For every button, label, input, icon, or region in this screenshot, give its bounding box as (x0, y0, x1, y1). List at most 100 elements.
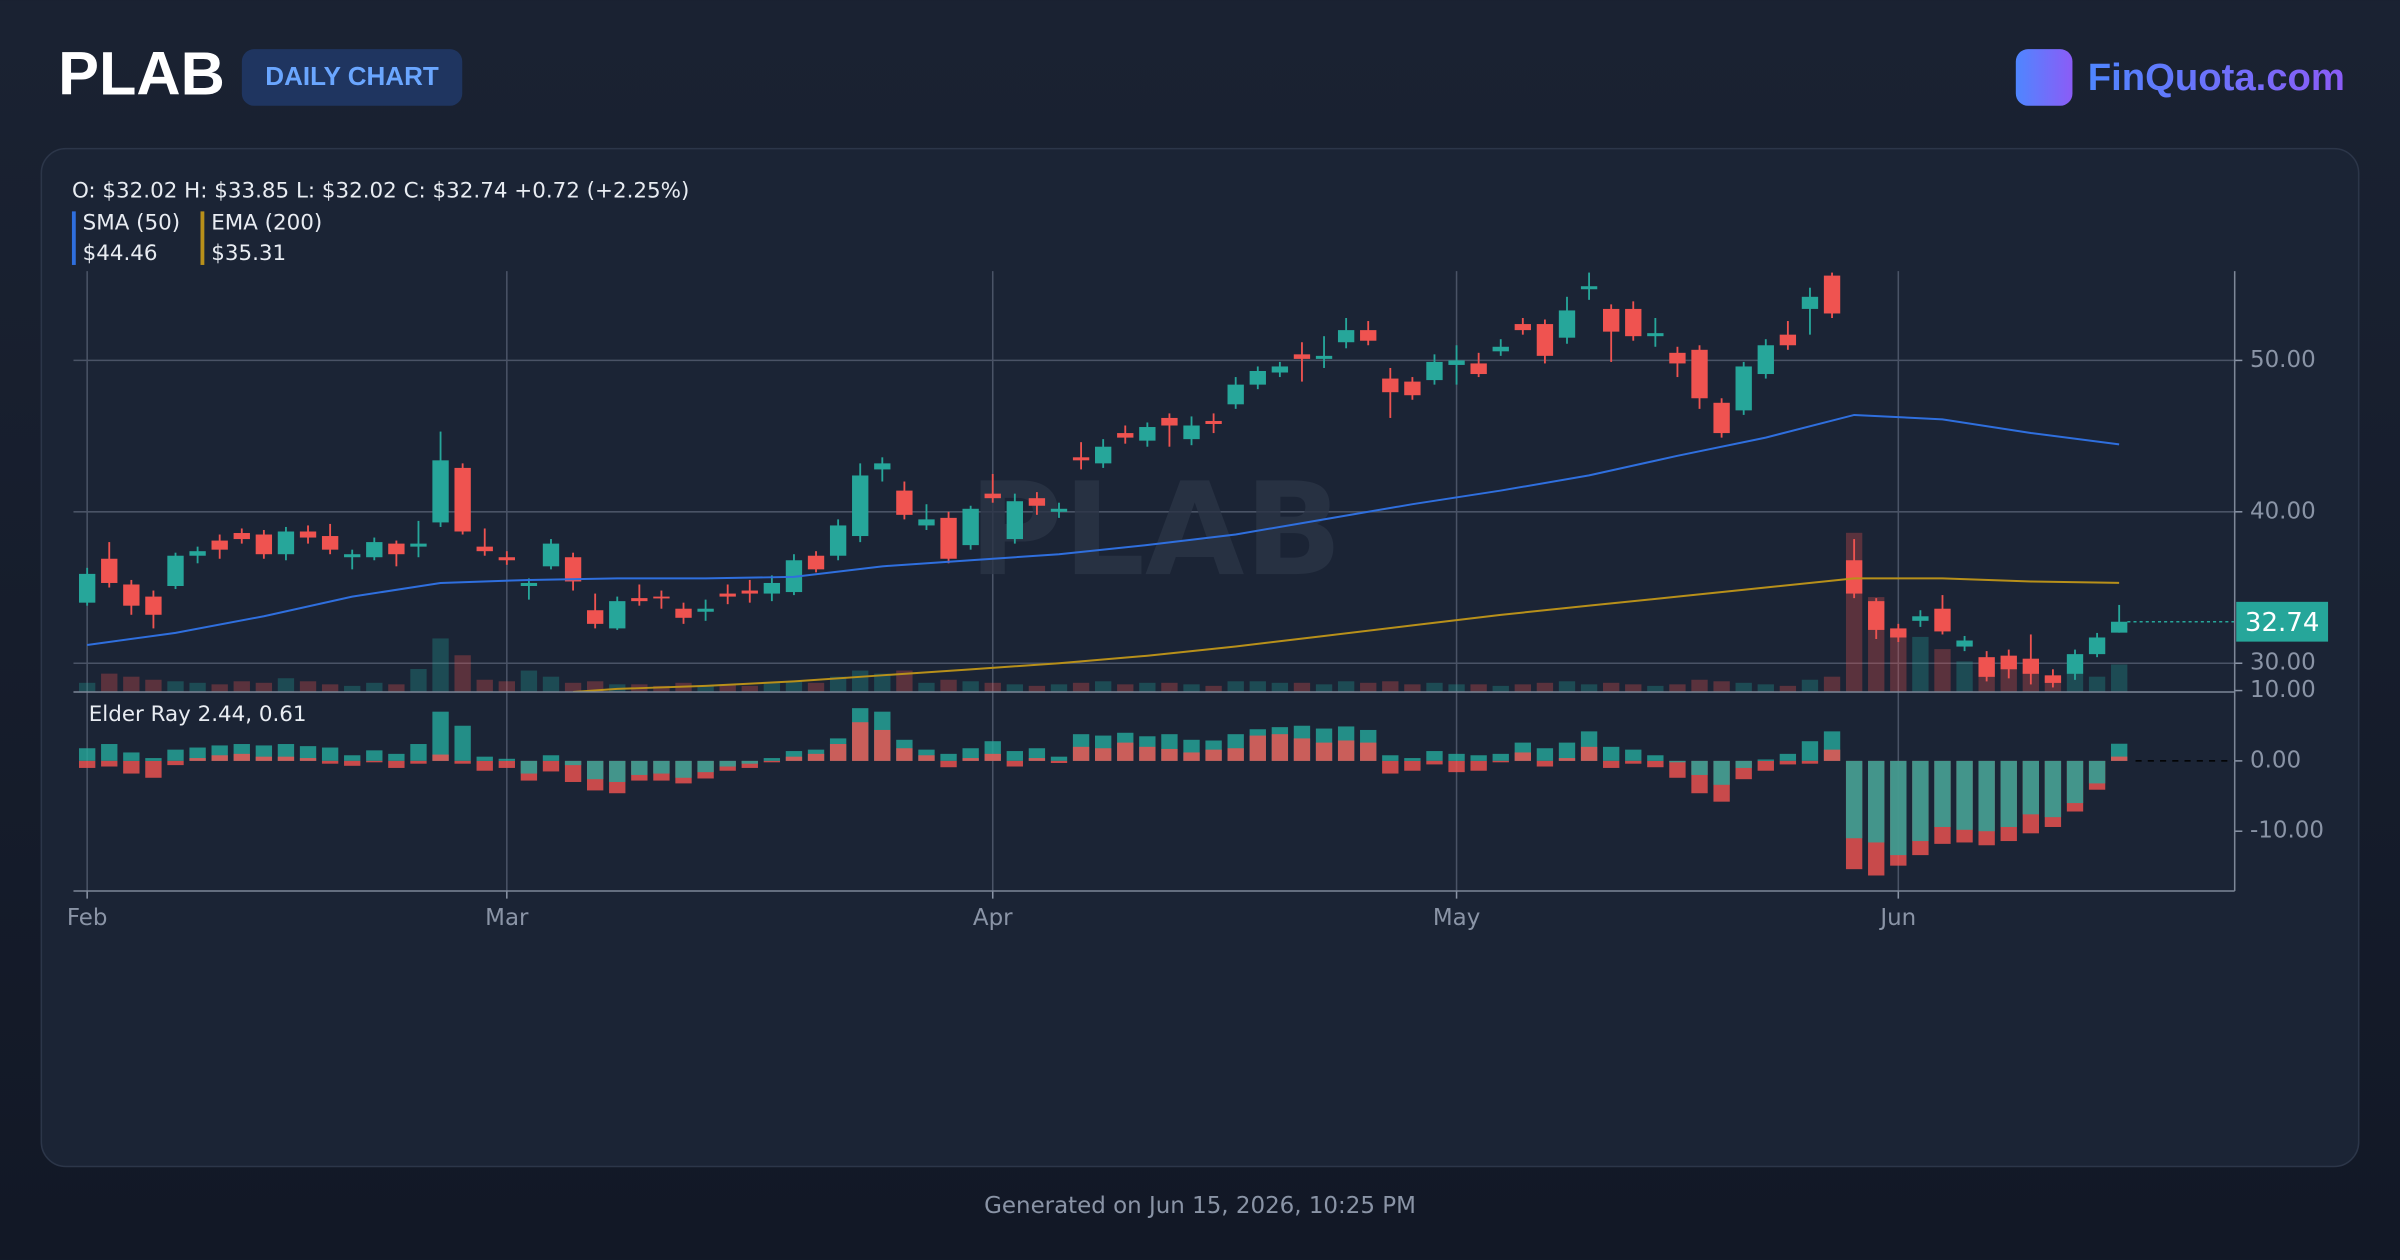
elder-bar (388, 753, 405, 761)
candle-body (1139, 427, 1156, 441)
elder-bar (1006, 760, 1023, 767)
elder-bar (1801, 760, 1819, 764)
elder-bar (410, 744, 427, 761)
elder-bar (1845, 760, 1863, 839)
elder-bar (631, 760, 648, 775)
elder-bar (1603, 746, 1620, 761)
candle-body (564, 557, 582, 582)
candle-body (1536, 324, 1554, 356)
candle-body (1072, 457, 1090, 461)
volume-bar (388, 684, 405, 692)
elder-bar (211, 755, 228, 761)
candle-body (1382, 378, 1399, 393)
elder-bar (1514, 752, 1531, 761)
elder-bar (1492, 760, 1509, 763)
volume-bar (586, 681, 604, 692)
x-tick-label: Mar (485, 905, 529, 931)
volume-bar (1669, 684, 1686, 692)
volume-bar (874, 673, 891, 692)
volume-bar (653, 685, 670, 692)
candle-body (609, 601, 626, 629)
elder-bar (1735, 760, 1752, 768)
elder-bar (498, 760, 515, 768)
elder-bar (167, 760, 184, 766)
volume-bar (1779, 685, 1797, 692)
elder-bar (1161, 748, 1178, 761)
candle-body (78, 573, 96, 603)
elder-bar (785, 751, 803, 761)
candle-body (940, 517, 957, 559)
elder-bar (785, 756, 803, 761)
elder-bar (1536, 760, 1554, 767)
elder-bar (1625, 760, 1642, 764)
candle-body (1050, 508, 1068, 512)
volume-bar (167, 681, 184, 692)
candle-body (653, 596, 670, 599)
candle-body (366, 542, 383, 558)
volume-bar (785, 681, 803, 692)
x-tick-label: May (1433, 905, 1480, 931)
elder-bar (564, 760, 582, 766)
candle-body (719, 593, 736, 597)
candle-body (344, 554, 361, 558)
candle-body (675, 608, 692, 618)
candle-body (1448, 360, 1465, 365)
legend-swatch (200, 211, 205, 265)
chart-card (40, 147, 2360, 1168)
candle-body (1558, 310, 1576, 338)
candle-body (388, 543, 405, 555)
candle-body (1890, 628, 1907, 638)
candle-body (1337, 330, 1355, 343)
elder-bar (1801, 741, 1819, 761)
elder-bar (123, 752, 140, 761)
candle-body (1603, 308, 1620, 332)
candle-body (410, 543, 427, 547)
elder-bar (741, 760, 758, 764)
volume-bar (432, 638, 449, 692)
elder-bar (675, 760, 692, 778)
elder-bar (366, 750, 383, 761)
volume-bar (299, 681, 317, 692)
candle-body (454, 467, 471, 532)
elder-bar (299, 758, 317, 761)
volume-bar (410, 669, 427, 692)
candle-body (2066, 654, 2084, 674)
candle-body (1845, 560, 1863, 594)
elder-bar (476, 760, 493, 771)
elder-bar (1382, 760, 1399, 774)
elder-bar (1183, 752, 1200, 761)
candle-body (852, 475, 869, 537)
volume-bar (1647, 685, 1664, 692)
last-price-box (2236, 601, 2329, 642)
elder-bar (101, 760, 118, 767)
elder-bar (940, 760, 957, 768)
candle-body (1492, 346, 1509, 352)
candle-body (1028, 498, 1046, 506)
volume-bar (476, 679, 493, 692)
candle-body (1801, 296, 1819, 309)
elder-bar (807, 753, 825, 761)
elder-bar (2066, 760, 2084, 804)
y-tick-label: 30.00 (2250, 650, 2316, 676)
elder-bar (498, 758, 515, 761)
elder-bar (1978, 760, 1995, 832)
candle-body (1868, 601, 1885, 630)
volume-bar (1514, 684, 1531, 692)
volume-bar (1227, 681, 1244, 692)
volume-bar (896, 670, 913, 692)
elder-bar (542, 755, 560, 761)
volume-bar (918, 682, 935, 692)
volume-bar (1006, 684, 1023, 692)
candle-body (167, 555, 184, 587)
volume-bar (255, 682, 273, 692)
volume-bar (366, 682, 383, 692)
volume-bar (741, 685, 758, 692)
y-tick-label: 50.00 (2250, 347, 2316, 373)
candle-body (763, 582, 781, 594)
elder-title: Elder Ray 2.44, 0.61 (89, 702, 307, 727)
y-tick-label: -10.00 (2250, 818, 2324, 844)
elder-bar (962, 758, 979, 761)
candle-body (1117, 433, 1134, 438)
elder-bar (852, 722, 869, 761)
